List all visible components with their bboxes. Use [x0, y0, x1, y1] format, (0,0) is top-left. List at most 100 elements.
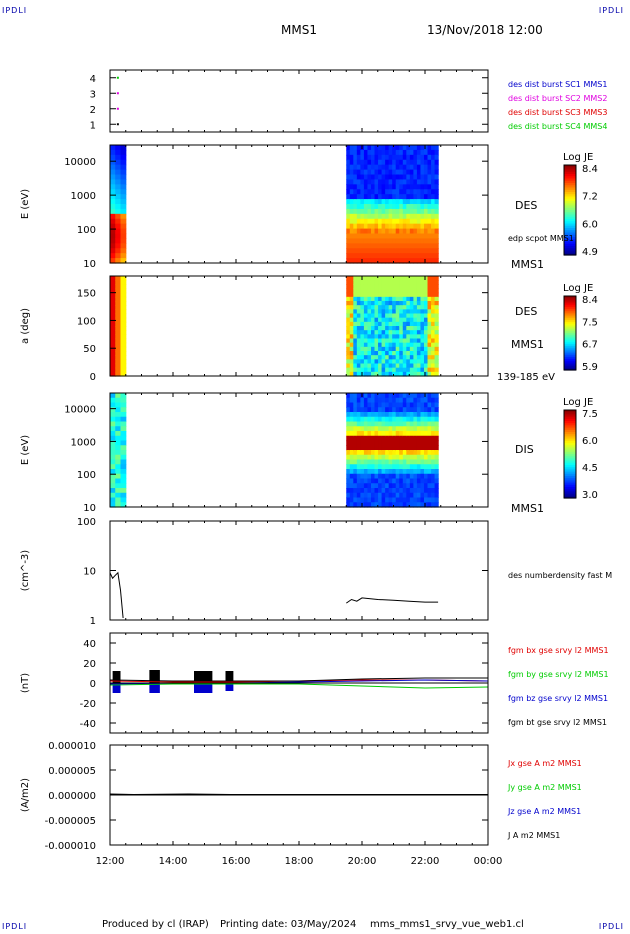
dis-energy-spectrogram-cell	[406, 435, 411, 442]
des-energy-spectrogram-cell	[388, 149, 393, 156]
des-energy-spectrogram-cell	[388, 258, 393, 264]
des-pitch-angle-cell	[360, 321, 365, 327]
des-energy-spectrogram-cell	[413, 199, 418, 205]
des-energy-spectrogram-y-tick-label: 10	[83, 259, 96, 270]
des-pitch-angle-cell	[353, 288, 358, 294]
des-energy-spectrogram-cell	[434, 213, 439, 220]
des-energy-spectrogram-cell	[349, 159, 354, 166]
dis-energy-spectrogram-cell	[413, 454, 418, 461]
des-energy-spectrogram-cell	[416, 258, 422, 264]
des-energy-spectrogram-cell	[402, 243, 407, 249]
des-pitch-angle-cell	[406, 355, 411, 360]
des-pitch-angle-cell	[385, 305, 390, 310]
dis-energy-spectrogram-cell	[416, 464, 422, 470]
des-energy-spectrogram-cell	[349, 184, 354, 190]
des-pitch-angle-cell	[409, 342, 414, 348]
des-pitch-angle-cell	[346, 338, 351, 344]
des-pitch-angle-cell	[120, 288, 127, 294]
des-energy-spectrogram-cell	[120, 159, 127, 166]
des-pitch-angle-cell	[370, 305, 376, 310]
des-pitch-angle-colorbar-cell	[564, 312, 576, 316]
dis-energy-spectrogram-cell	[388, 412, 393, 418]
des-energy-spectrogram-cell	[413, 238, 418, 244]
des-energy-spectrogram-cell	[363, 218, 369, 225]
dis-energy-spectrogram-cell	[356, 454, 361, 461]
des-energy-spectrogram-cell	[406, 204, 411, 210]
des-energy-spectrogram-cell	[356, 208, 361, 215]
des-pitch-angle-cell	[356, 351, 361, 356]
des-energy-spectrogram-cell	[370, 248, 376, 254]
dis-energy-spectrogram-cell	[423, 483, 429, 489]
des-energy-spectrogram-cell	[349, 154, 354, 161]
dis-energy-spectrogram-colorbar-cell	[564, 449, 576, 453]
des-energy-spectrogram-cell	[406, 213, 411, 220]
des-energy-spectrogram-cell	[427, 253, 432, 259]
dis-energy-spectrogram-cell	[374, 421, 379, 427]
dis-energy-spectrogram-cell	[378, 412, 383, 418]
des-pitch-angle-cell	[381, 280, 386, 285]
des-energy-spectrogram-cell	[399, 159, 404, 166]
des-energy-spectrogram-cell	[353, 218, 358, 225]
dis-energy-spectrogram-cell	[385, 464, 390, 470]
dis-energy-spectrogram-cell	[416, 459, 422, 465]
des-pitch-angle-cell	[385, 371, 390, 377]
dis-energy-spectrogram-cell	[370, 412, 376, 418]
dis-energy-spectrogram-cell	[349, 421, 354, 427]
dis-energy-spectrogram-cell	[356, 416, 361, 423]
des-energy-spectrogram-cell	[392, 154, 397, 161]
des-energy-spectrogram-cell	[434, 218, 439, 225]
dis-energy-spectrogram-cell	[434, 497, 439, 503]
des-energy-spectrogram-cell	[360, 228, 365, 235]
dis-energy-spectrogram-cell	[356, 459, 361, 465]
dis-energy-spectrogram-cell	[409, 426, 414, 432]
dis-energy-spectrogram-cell	[115, 431, 122, 437]
des-energy-spectrogram-cell	[420, 238, 425, 244]
des-pitch-angle-cell	[423, 338, 429, 344]
dis-energy-spectrogram-cell	[385, 402, 390, 408]
des-pitch-angle-cell	[349, 351, 354, 356]
dis-energy-spectrogram-cell	[378, 393, 383, 399]
dis-energy-spectrogram-cell	[420, 459, 425, 465]
des-pitch-angle-colorbar-cell	[564, 344, 576, 347]
dis-energy-spectrogram-cell	[423, 421, 429, 427]
des-pitch-angle-cell	[356, 301, 361, 306]
dis-energy-spectrogram-cell	[409, 431, 414, 437]
des-pitch-angle-cell	[360, 296, 365, 302]
dis-energy-spectrogram-cell	[420, 492, 425, 499]
des-pitch-angle-cell	[110, 338, 116, 344]
dis-energy-spectrogram-cell	[385, 469, 390, 475]
dis-energy-spectrogram-cell	[416, 416, 422, 423]
des-pitch-angle-cell	[378, 276, 383, 281]
dis-energy-spectrogram-cell	[431, 483, 436, 489]
des-energy-spectrogram-cell	[402, 213, 407, 220]
des-pitch-angle-cell	[416, 355, 422, 360]
des-energy-spectrogram-cell	[423, 233, 429, 240]
dis-energy-spectrogram-cell	[420, 412, 425, 418]
des-energy-spectrogram-cell	[120, 189, 127, 195]
dis-energy-spectrogram-cell	[413, 397, 418, 404]
x-axis-tick-label: 16:00	[222, 856, 251, 867]
des-pitch-angle-cell	[356, 334, 361, 340]
des-energy-spectrogram-cell	[378, 199, 383, 205]
dis-energy-spectrogram-cell	[346, 497, 351, 503]
des-pitch-angle-cell	[360, 326, 365, 331]
des-pitch-angle-cell	[427, 284, 432, 290]
dis-energy-spectrogram-cell	[399, 478, 404, 484]
dis-energy-spectrogram-cell	[115, 435, 122, 442]
des-energy-spectrogram-cell	[115, 164, 122, 171]
des-energy-spectrogram-cell	[402, 204, 407, 210]
des-pitch-angle-cell	[388, 301, 393, 306]
des-pitch-angle-cell	[395, 309, 400, 315]
dis-energy-spectrogram-cell	[423, 431, 429, 437]
des-energy-spectrogram-cell	[346, 169, 351, 176]
des-pitch-angle-colorbar-cell	[564, 323, 576, 327]
des-energy-spectrogram-colorbar-cell	[564, 225, 576, 229]
des-energy-spectrogram-cell	[367, 253, 372, 259]
des-energy-spectrogram-cell	[367, 258, 372, 264]
des-pitch-angle-cell	[388, 309, 393, 315]
des-pitch-angle-cell	[427, 280, 432, 285]
des-energy-spectrogram-cell	[385, 184, 390, 190]
dis-energy-spectrogram-cell	[120, 440, 127, 446]
des-energy-spectrogram-cell	[110, 243, 116, 249]
des-energy-spectrogram-cell	[420, 233, 425, 240]
